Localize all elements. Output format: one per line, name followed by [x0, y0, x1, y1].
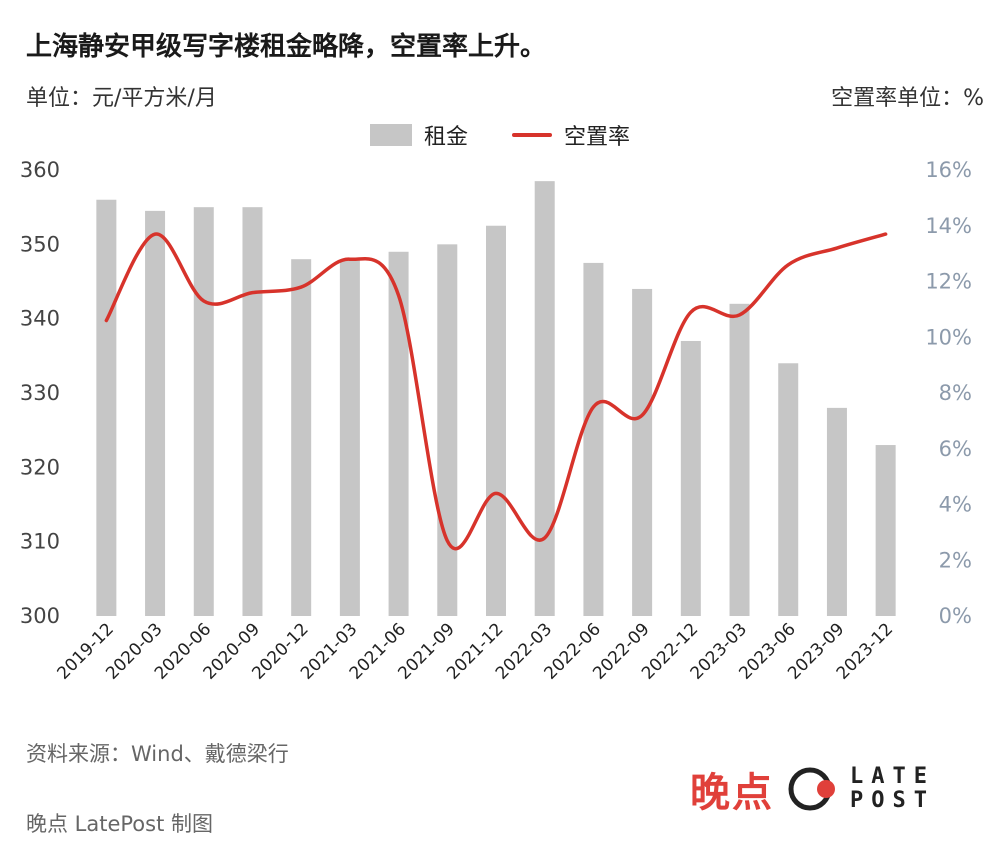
- rent-bar: [242, 207, 263, 616]
- legend-bar-swatch: [369, 124, 412, 146]
- brand-name-en: LATE POST: [850, 765, 935, 813]
- chart-title: 上海静安甲级写字楼租金略降，空置率上升。: [26, 32, 547, 62]
- rent-bar: [96, 199, 117, 616]
- legend-label-vacancy: 空置率: [564, 125, 631, 150]
- right-tick-label: 14%: [925, 214, 972, 238]
- right-tick-label: 12%: [925, 270, 972, 294]
- rent-bar: [486, 225, 506, 616]
- rent-bar: [826, 407, 847, 616]
- rent-bar: [875, 445, 896, 616]
- rent-bar: [680, 340, 701, 616]
- brand-en-top: LATE: [850, 764, 935, 789]
- left-tick-label: 340: [20, 307, 60, 331]
- brand-circle-icon: [788, 767, 835, 811]
- rent-bar: [339, 259, 360, 616]
- data-source: 资料来源：Wind、戴德梁行: [26, 742, 289, 766]
- right-tick-label: 10%: [925, 325, 972, 349]
- right-tick-label: 2%: [939, 548, 972, 572]
- brand-logo: 晚点 LATE POST: [690, 760, 935, 818]
- right-tick-label: 0%: [939, 604, 972, 628]
- rent-bar: [145, 210, 166, 616]
- left-tick-label: 300: [20, 604, 60, 628]
- rent-bar: [729, 303, 750, 616]
- rent-bar: [534, 181, 555, 616]
- left-axis-unit: 单位：元/平方米/月: [26, 86, 217, 111]
- legend: 租金 空置率: [0, 119, 1000, 151]
- legend-item-vacancy: 空置率: [512, 119, 630, 151]
- left-tick-label: 320: [20, 455, 60, 479]
- legend-item-rent: 租金: [369, 119, 468, 151]
- vacancy-line: [104, 232, 888, 551]
- left-tick-label: 350: [20, 232, 60, 256]
- right-tick-label: 16%: [925, 158, 972, 182]
- rent-bar: [437, 244, 458, 617]
- right-tick-label: 6%: [939, 437, 972, 461]
- left-tick-label: 360: [20, 158, 60, 182]
- rent-bar: [778, 363, 799, 616]
- left-tick-label: 310: [20, 530, 60, 554]
- legend-line-swatch: [512, 133, 552, 137]
- rent-bar: [291, 259, 312, 616]
- right-tick-label: 4%: [939, 493, 972, 517]
- chart-credit: 晚点 LatePost 制图: [26, 812, 214, 836]
- rent-bar: [583, 262, 604, 616]
- rent-bar: [193, 207, 214, 616]
- rent-bar: [388, 251, 409, 616]
- left-tick-label: 330: [20, 381, 60, 405]
- brand-name-cn: 晚点: [690, 770, 774, 816]
- brand-en-bottom: POST: [850, 788, 935, 813]
- right-axis-unit: 空置率单位：%: [831, 86, 984, 111]
- rent-bar: [632, 288, 653, 616]
- legend-label-rent: 租金: [423, 125, 468, 150]
- right-tick-label: 8%: [939, 381, 972, 405]
